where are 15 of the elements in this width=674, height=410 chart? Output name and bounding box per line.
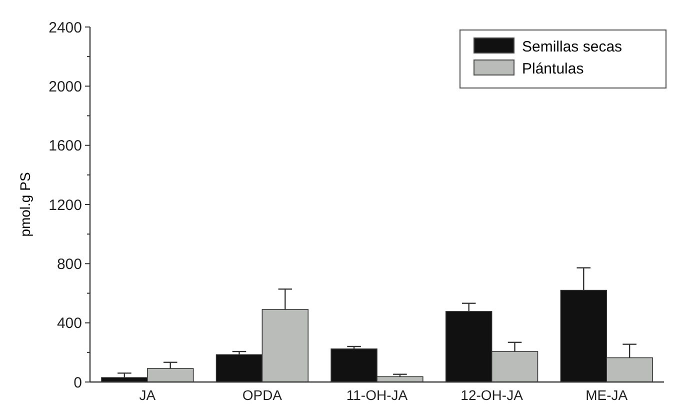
x-tick-label: OPDA [242, 387, 283, 403]
x-tick-label: ME-JA [586, 387, 628, 403]
y-tick-label: 800 [56, 256, 82, 273]
y-tick-label: 1200 [48, 196, 82, 214]
legend-label: Plántulas [522, 60, 584, 78]
x-tick-label: 11-OH-JA [346, 387, 408, 403]
x-tick-label: 12-OH-JA [460, 387, 524, 403]
y-tick-label: 400 [56, 315, 82, 332]
x-tick-label: JA [139, 387, 156, 403]
legend-label: Semillas secas [522, 38, 622, 56]
y-tick-label: 1600 [48, 138, 82, 155]
y-tick-label: 2400 [48, 19, 82, 36]
y-axis-title: pmol.g PS [17, 172, 33, 237]
y-tick-label: 0 [74, 374, 82, 392]
y-tick-label: 2000 [48, 78, 82, 96]
